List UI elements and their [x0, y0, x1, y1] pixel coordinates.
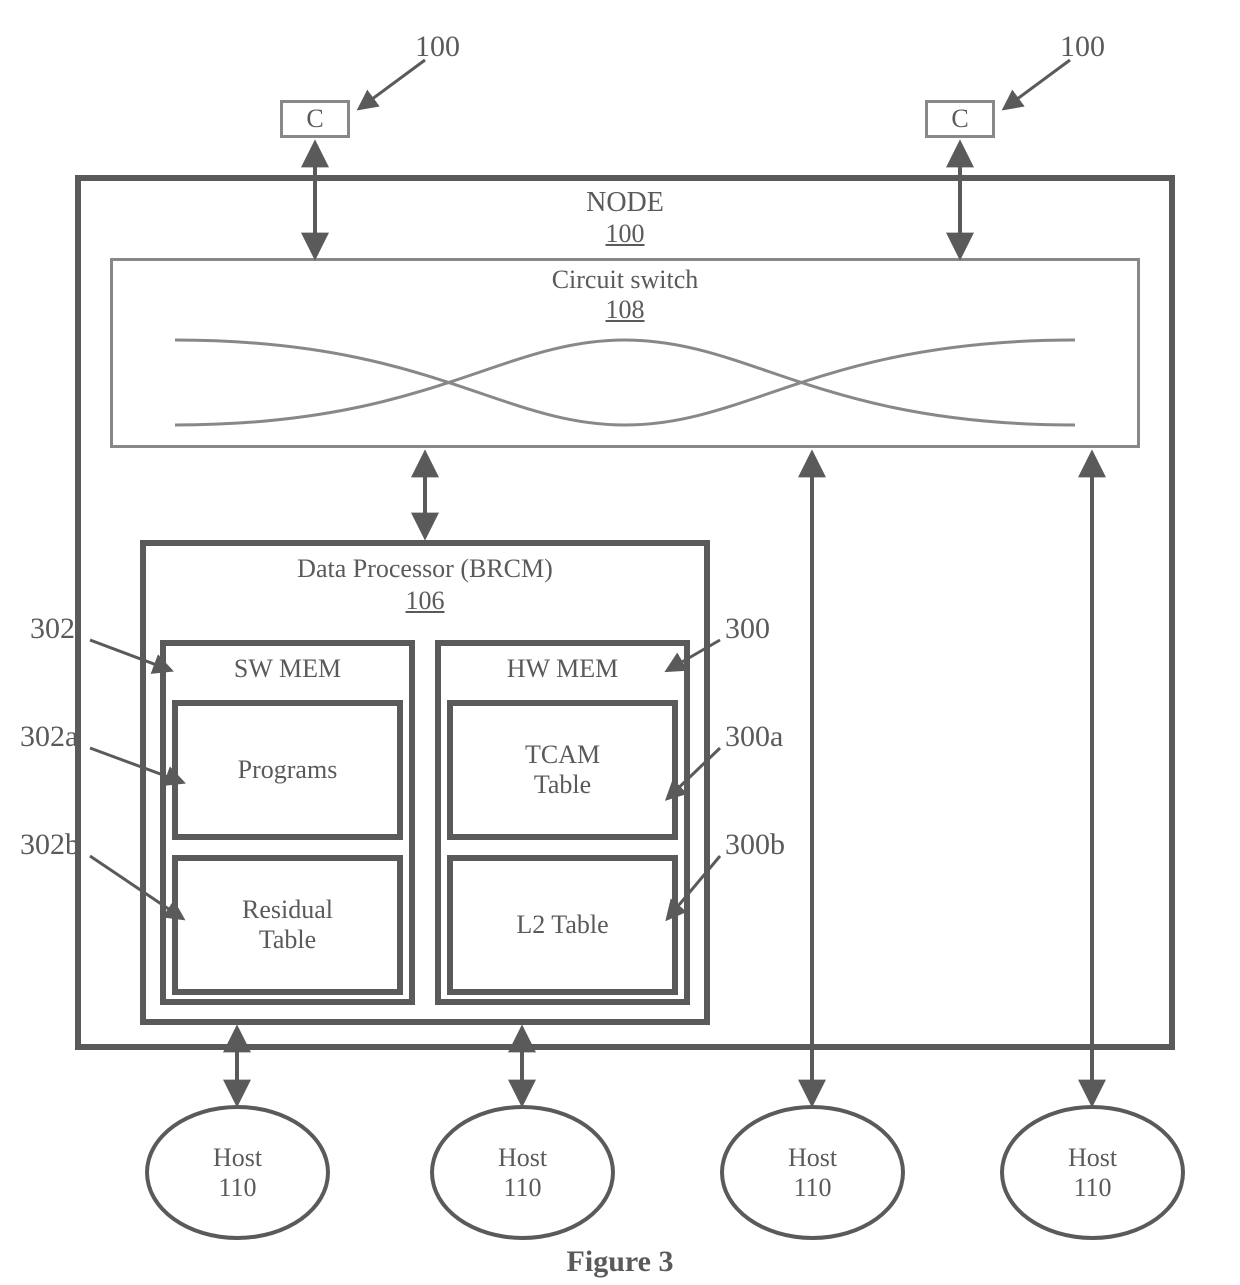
ref-100-left: 100: [415, 30, 460, 64]
residual-l2: Table: [259, 925, 316, 955]
host-2: Host 110: [430, 1105, 615, 1240]
host-ref: 110: [218, 1173, 256, 1203]
swmem-title: SW MEM: [166, 654, 409, 684]
host-1: Host 110: [145, 1105, 330, 1240]
host-ref: 110: [503, 1173, 541, 1203]
ref-302a: 302a: [20, 720, 78, 754]
host-3: Host 110: [720, 1105, 905, 1240]
tcam-table-box: TCAM Table: [447, 700, 678, 840]
hwmem-title: HW MEM: [441, 654, 684, 684]
node-title: NODE: [81, 187, 1169, 219]
circuit-switch-title: Circuit switch: [113, 265, 1137, 295]
host-label: Host: [498, 1143, 547, 1173]
host-label: Host: [1068, 1143, 1117, 1173]
host-ref: 110: [793, 1173, 831, 1203]
ref-300b: 300b: [725, 828, 785, 862]
ref-arrow-100-left: [360, 60, 425, 108]
ref-arrow-100-right: [1005, 60, 1070, 108]
circuit-switch-ref: 108: [113, 295, 1137, 325]
circuit-switch-box: Circuit switch 108: [110, 258, 1140, 448]
ref-302: 302: [30, 612, 75, 646]
host-4: Host 110: [1000, 1105, 1185, 1240]
node-ref: 100: [81, 219, 1169, 249]
tcam-l2: Table: [534, 770, 591, 800]
ref-100-right: 100: [1060, 30, 1105, 64]
l2-table-box: L2 Table: [447, 855, 678, 995]
dp-title: Data Processor (BRCM): [146, 554, 704, 584]
ref-300a: 300a: [725, 720, 783, 754]
c-box-right: C: [925, 100, 995, 138]
figure-label: Figure 3: [0, 1245, 1240, 1279]
ref-300: 300: [725, 612, 770, 646]
residual-l1: Residual: [242, 895, 333, 925]
host-label: Host: [213, 1143, 262, 1173]
host-label: Host: [788, 1143, 837, 1173]
programs-box: Programs: [172, 700, 403, 840]
residual-table-box: Residual Table: [172, 855, 403, 995]
c-box-left: C: [280, 100, 350, 138]
host-ref: 110: [1073, 1173, 1111, 1203]
ref-302b: 302b: [20, 828, 80, 862]
dp-ref: 106: [146, 586, 704, 616]
programs-label: Programs: [238, 755, 338, 785]
tcam-l1: TCAM: [525, 740, 600, 770]
l2-label: L2 Table: [516, 910, 608, 940]
